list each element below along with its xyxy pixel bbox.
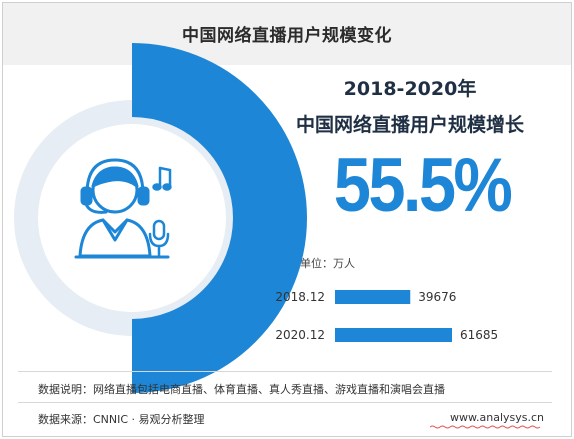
bar-value-label: 39676 [418, 290, 456, 304]
growth-percentage: 55.5% [333, 143, 513, 228]
divider-top [18, 371, 552, 372]
bar-2018.12 [335, 290, 411, 304]
unit-label: 单位：万人 [300, 257, 355, 270]
data-note: 数据说明：网络直播包括电商直播、体育直播、真人秀直播、游戏直播和演唱会直播 [38, 383, 445, 396]
bar-2020.12 [335, 328, 452, 342]
bar-category-label: 2020.12 [275, 328, 325, 342]
headline-subtitle: 中国网络直播用户规模增长 [295, 114, 524, 136]
bar-category-label: 2018.12 [275, 290, 325, 304]
divider-bottom [18, 402, 552, 403]
data-source: 数据来源：CNNIC · 易观分析整理 [38, 413, 205, 426]
website-link[interactable]: www.analysys.cn [450, 411, 544, 424]
period-label: 2018-2020年 [343, 78, 477, 100]
wavy-underline [430, 425, 540, 429]
bar-value-label: 61685 [460, 328, 498, 342]
page-title: 中国网络直播用户规模变化 [182, 26, 392, 46]
